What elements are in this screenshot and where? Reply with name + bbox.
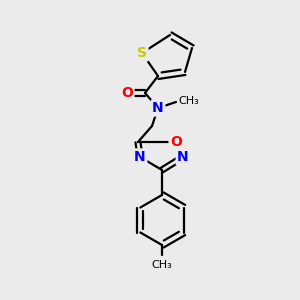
Text: O: O — [121, 86, 133, 100]
Text: CH₃: CH₃ — [152, 260, 172, 270]
Text: CH₃: CH₃ — [178, 96, 199, 106]
Text: N: N — [134, 150, 146, 164]
Text: S: S — [137, 46, 147, 60]
Text: N: N — [177, 150, 189, 164]
Text: N: N — [152, 101, 164, 115]
Text: O: O — [170, 135, 182, 149]
